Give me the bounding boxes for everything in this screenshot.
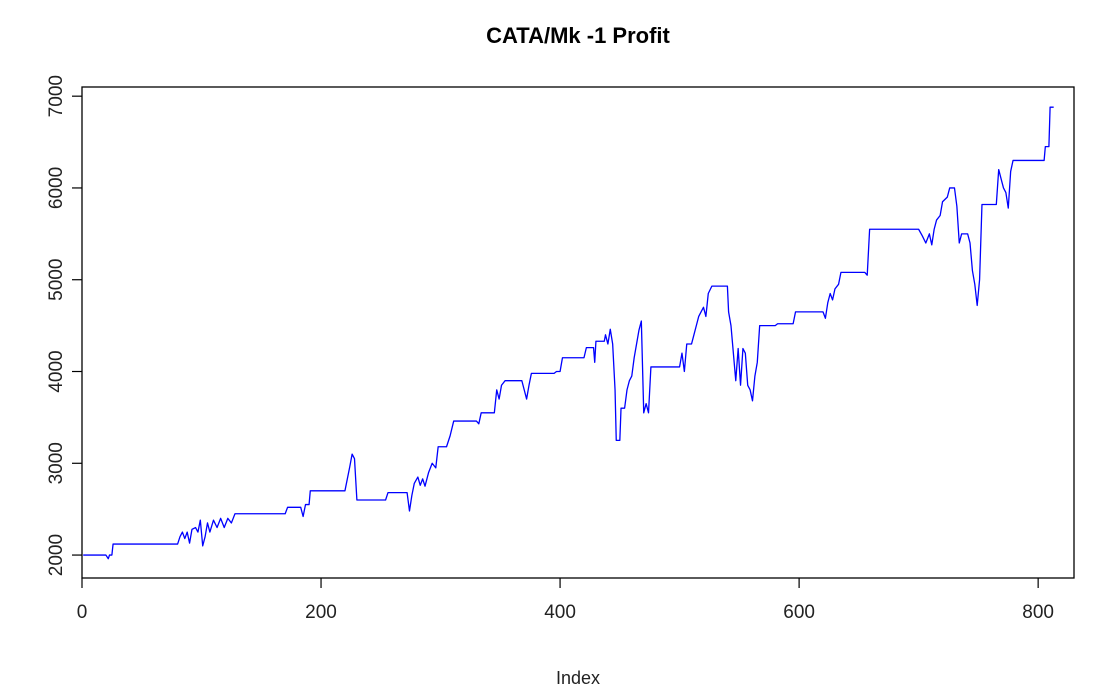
y-tick-label: 7000: [46, 75, 67, 117]
plot-frame: [81, 86, 1075, 579]
y-tick-label: 4000: [46, 350, 67, 392]
y-tick-label: 3000: [46, 442, 67, 484]
x-tick-label: 600: [783, 602, 815, 623]
y-axis: 2000 3000 4000 5000 6000 7000: [46, 75, 82, 576]
x-tick-label: 200: [305, 602, 337, 623]
x-tick-label: 0: [77, 602, 88, 623]
y-tick-label: 2000: [46, 534, 67, 576]
series-layer: [83, 106, 1054, 560]
y-tick-label: 5000: [46, 259, 67, 301]
x-axis-label: Index: [556, 668, 600, 688]
profit-series-line: [83, 106, 1054, 560]
x-tick-label: 800: [1022, 602, 1054, 623]
chart-title: CATA/Mk -1 Profit: [486, 23, 670, 48]
x-tick-label: 400: [544, 602, 576, 623]
y-tick-label: 6000: [46, 167, 67, 209]
x-axis: 0 200 400 600 800: [77, 578, 1054, 623]
